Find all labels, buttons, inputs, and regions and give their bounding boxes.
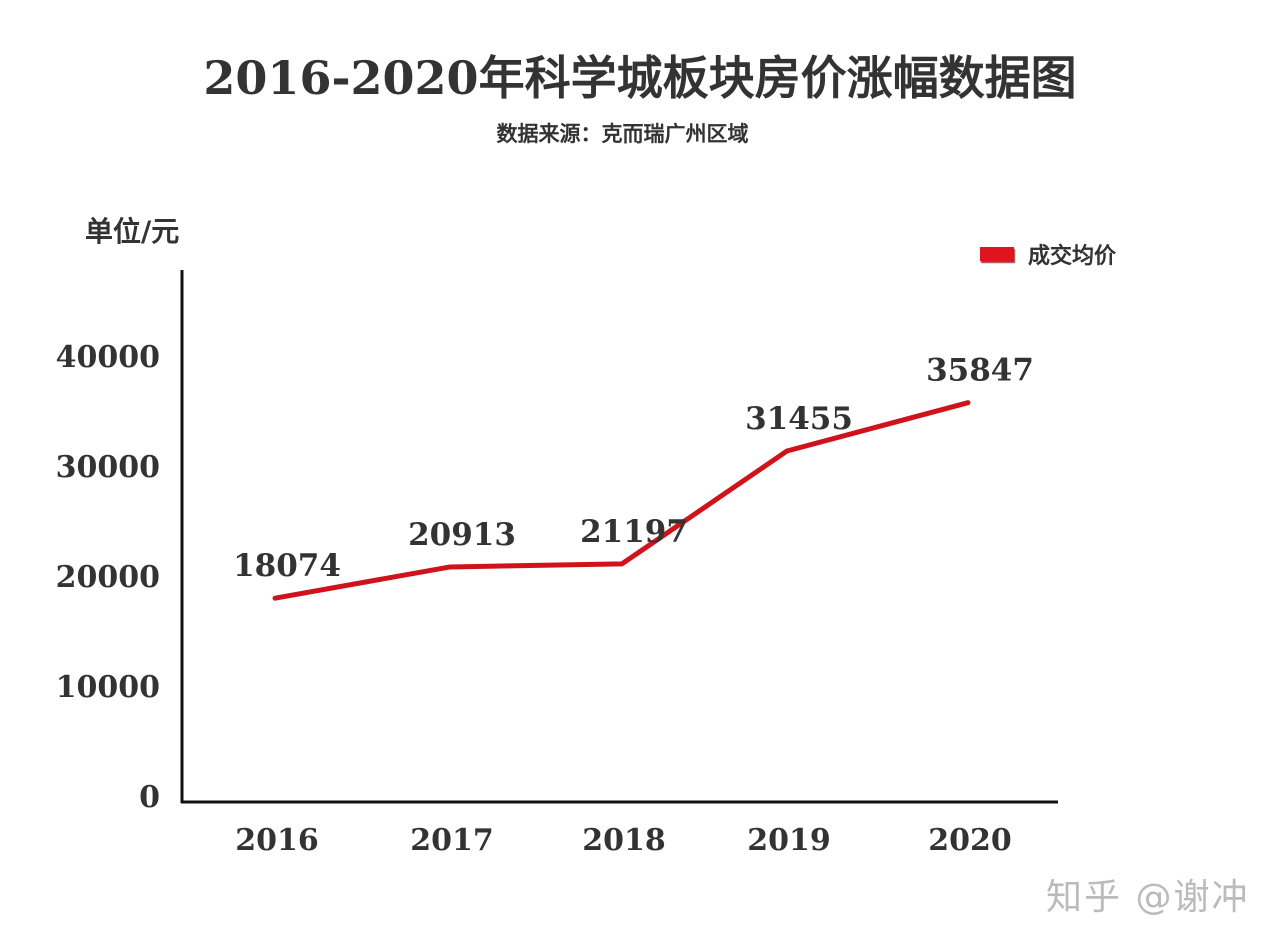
data-label: 35847 <box>926 353 1034 389</box>
data-label: 20913 <box>408 517 516 553</box>
y-tick-label: 10000 <box>56 670 160 705</box>
x-tick-label: 2019 <box>747 823 831 858</box>
chart-subtitle: 数据来源：克而瑞广州区域 <box>496 121 749 146</box>
legend-label: 成交均价 <box>1028 243 1117 269</box>
x-tick-label: 2018 <box>582 823 666 858</box>
y-tick-label: 30000 <box>56 450 160 485</box>
x-tick-label: 2020 <box>928 823 1012 858</box>
data-label: 21197 <box>580 514 688 550</box>
watermark: 知乎 @谢冲 <box>1046 877 1250 918</box>
x-tick-label: 2017 <box>410 823 494 858</box>
x-tick-label: 2016 <box>235 823 319 858</box>
series-line <box>272 400 971 601</box>
y-tick-label: 40000 <box>56 340 160 375</box>
legend-swatch <box>980 247 1014 261</box>
legend: 成交均价 <box>980 238 1116 270</box>
chart-title: 2016-2020年科学城板块房价涨幅数据图 <box>203 51 1077 105</box>
y-tick-label: 0 <box>139 780 160 815</box>
y-tick-label: 20000 <box>56 560 160 595</box>
data-label: 18074 <box>233 548 341 584</box>
data-label: 31455 <box>745 401 853 437</box>
y-axis-label: 单位/元 <box>85 215 180 248</box>
